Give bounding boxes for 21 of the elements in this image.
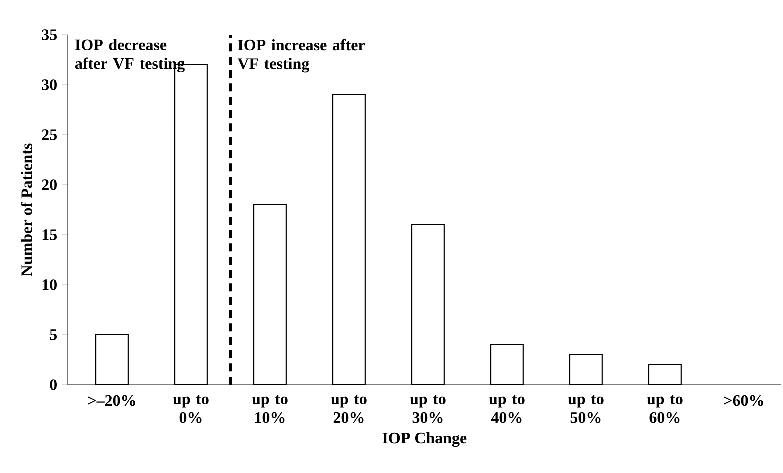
- y-tick-label: 5: [50, 330, 58, 340]
- x-tick-label: up to 20%: [331, 395, 367, 424]
- y-tick-label: 0: [50, 380, 57, 390]
- y-tick-label: 10: [42, 280, 57, 290]
- x-tick-label: up to 10%: [252, 395, 288, 424]
- x-tick-label: up to 50%: [568, 395, 604, 424]
- x-tick-label: up to 40%: [489, 395, 525, 424]
- x-tick-label: >60%: [724, 395, 764, 406]
- y-tick-label: 30: [42, 80, 57, 90]
- annotation: IOP increase after VF testing: [238, 39, 365, 73]
- y-tick-label: 15: [42, 230, 58, 240]
- x-tick-label: up to 60%: [647, 395, 683, 424]
- y-tick-label: 20: [42, 180, 57, 190]
- x-tick-label: up to 0%: [173, 395, 209, 424]
- x-tick-label: up to 30%: [410, 395, 446, 424]
- x-axis-title: IOP Change: [382, 432, 467, 448]
- annotation: IOP decrease after VF testing: [75, 39, 185, 73]
- y-axis-title: Number of Patients: [20, 144, 32, 276]
- y-tick-label: 25: [42, 130, 58, 140]
- y-tick-label: 35: [42, 30, 58, 40]
- x-tick-label: >–20%: [88, 395, 136, 406]
